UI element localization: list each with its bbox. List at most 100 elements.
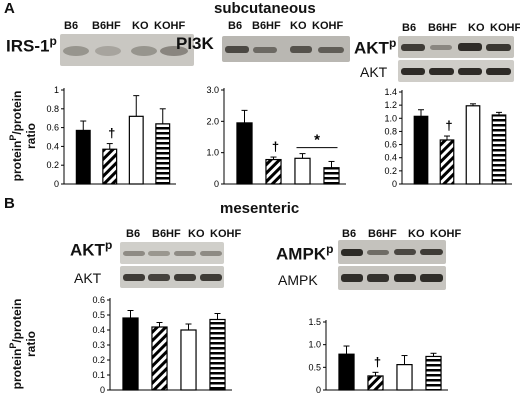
y-tick-label: 1.0	[308, 340, 321, 350]
y-tick-label: 0.4	[384, 153, 397, 163]
bar-kohf	[209, 318, 226, 391]
panel-letter-a: A	[4, 0, 15, 17]
lane-label: B6HF	[368, 228, 397, 240]
y-tick-label: 1.0	[384, 113, 397, 123]
y-tick-label: 0.8	[46, 104, 59, 114]
bar-b6	[75, 129, 91, 185]
y-tick-label: 1	[54, 85, 59, 95]
bar-kohf	[425, 355, 442, 391]
bar-kohf	[323, 167, 340, 185]
y-tick-label: 0.2	[384, 166, 397, 176]
bar-b6hf	[102, 148, 118, 185]
significance-mark: †	[108, 126, 115, 141]
lane-label: KOHF	[210, 228, 242, 240]
chart-a-akt: 0 0.2 0.4 0.6 0.8 1.0 1.2 1.4 †	[384, 87, 512, 189]
y-tick-label: 3.0	[206, 85, 219, 95]
panel-letter-b: B	[4, 195, 15, 212]
y-tick-label: 0.3	[92, 340, 105, 350]
significance-mark: †	[374, 354, 381, 369]
b-akt-blot-image	[120, 266, 224, 288]
bar-b6hf	[265, 158, 282, 185]
y-tick-label: 0.4	[46, 141, 59, 151]
y-tick-label: 0	[100, 385, 105, 395]
lane-label: B6HF	[152, 228, 181, 240]
chart-a-pi3k: 0 1.0 2.0 3.0 † *	[206, 85, 346, 189]
bar-b6hf	[151, 326, 168, 391]
lane-label: B6HF	[92, 20, 121, 32]
lane-label: B6	[64, 20, 79, 32]
pi3k-blot-label: PI3K	[176, 34, 214, 53]
bar-b6	[122, 317, 139, 391]
panel-b-title: mesenteric	[220, 200, 300, 217]
y-tick-label: 1.5	[308, 317, 321, 327]
y-tick-label: 0.1	[92, 370, 105, 380]
irs1-blot-label: IRS-1p	[6, 34, 57, 56]
bar-ko	[294, 157, 311, 185]
bar-ko	[180, 329, 197, 391]
y-tick-label: 0.4	[92, 325, 105, 335]
y-tick-label: 1.0	[206, 148, 219, 158]
y-axis-label-b: proteinP/protein ratio	[8, 298, 38, 390]
y-tick-label: 1.4	[384, 87, 397, 97]
b-ampk-blot-image	[338, 266, 446, 290]
y-tick-label: 1.2	[384, 100, 397, 110]
bar-ko	[465, 105, 481, 185]
lane-label: B6HF	[252, 20, 281, 32]
y-tick-label: 0.6	[92, 295, 105, 305]
lane-label: KO	[468, 22, 485, 34]
lane-label: B6	[228, 20, 243, 32]
y-tick-label: 0	[214, 179, 219, 189]
b-ampk-blot-label: AMPK	[278, 272, 318, 288]
a-aktp-blot-image	[398, 36, 514, 58]
a-aktp-blot-label: AKTp	[354, 36, 397, 58]
y-tick-label: 0	[316, 385, 321, 395]
lane-label: KO	[290, 20, 307, 32]
lane-label: KOHF	[154, 20, 186, 32]
lane-label: KO	[132, 20, 149, 32]
y-tick-label: 0	[392, 179, 397, 189]
lane-label: KOHF	[490, 22, 520, 34]
bar-b6hf	[367, 375, 384, 391]
lane-label: B6	[342, 228, 357, 240]
lane-label: KOHF	[430, 228, 462, 240]
y-tick-label: 0	[54, 179, 59, 189]
y-tick-label: 0.5	[92, 310, 105, 320]
lane-label: B6	[402, 22, 417, 34]
y-tick-label: 0.6	[384, 140, 397, 150]
lane-label: KO	[408, 228, 425, 240]
y-tick-label: 2.0	[206, 116, 219, 126]
chart-b-ampk: 0 0.5 1.0 1.5 †	[308, 317, 448, 395]
y-tick-label: 0.2	[46, 160, 59, 170]
lane-label: B6	[126, 228, 141, 240]
bar-kohf	[155, 123, 171, 185]
b-aktp-blot-label: AKTp	[70, 238, 113, 260]
b-ampkp-blot-image	[338, 240, 446, 264]
significance-mark: †	[272, 139, 279, 154]
bar-b6	[236, 122, 253, 185]
bar-ko	[128, 115, 144, 185]
y-tick-label: 0.8	[384, 126, 397, 136]
significance-mark: †	[445, 118, 452, 133]
bar-b6	[338, 353, 355, 391]
bar-ko	[396, 364, 413, 391]
bar-b6	[413, 115, 429, 185]
irs1-blot-image	[60, 34, 194, 66]
significance-mark: *	[314, 132, 320, 149]
bar-kohf	[491, 114, 507, 185]
a-akt-blot-image	[398, 60, 514, 82]
chart-a-irs1: 0 0.2 0.4 0.6 0.8 1 †	[46, 85, 176, 189]
b-ampkp-blot-label: AMPKp	[276, 242, 334, 264]
b-akt-blot-label: AKT	[74, 270, 102, 286]
panel-a-title: subcutaneous	[214, 0, 316, 17]
lane-label: KOHF	[312, 20, 344, 32]
lane-label: B6HF	[428, 22, 457, 34]
bar-b6hf	[439, 139, 455, 185]
y-tick-label: 0.6	[46, 123, 59, 133]
a-akt-blot-label: AKT	[360, 64, 388, 80]
y-tick-label: 0.2	[92, 355, 105, 365]
chart-b-akt: 0 0.1 0.2 0.3 0.4 0.5 0.6	[92, 295, 232, 395]
pi3k-blot-image	[222, 36, 350, 62]
y-tick-label: 0.5	[308, 362, 321, 372]
b-aktp-blot-image	[120, 242, 224, 264]
lane-label: KO	[188, 228, 205, 240]
